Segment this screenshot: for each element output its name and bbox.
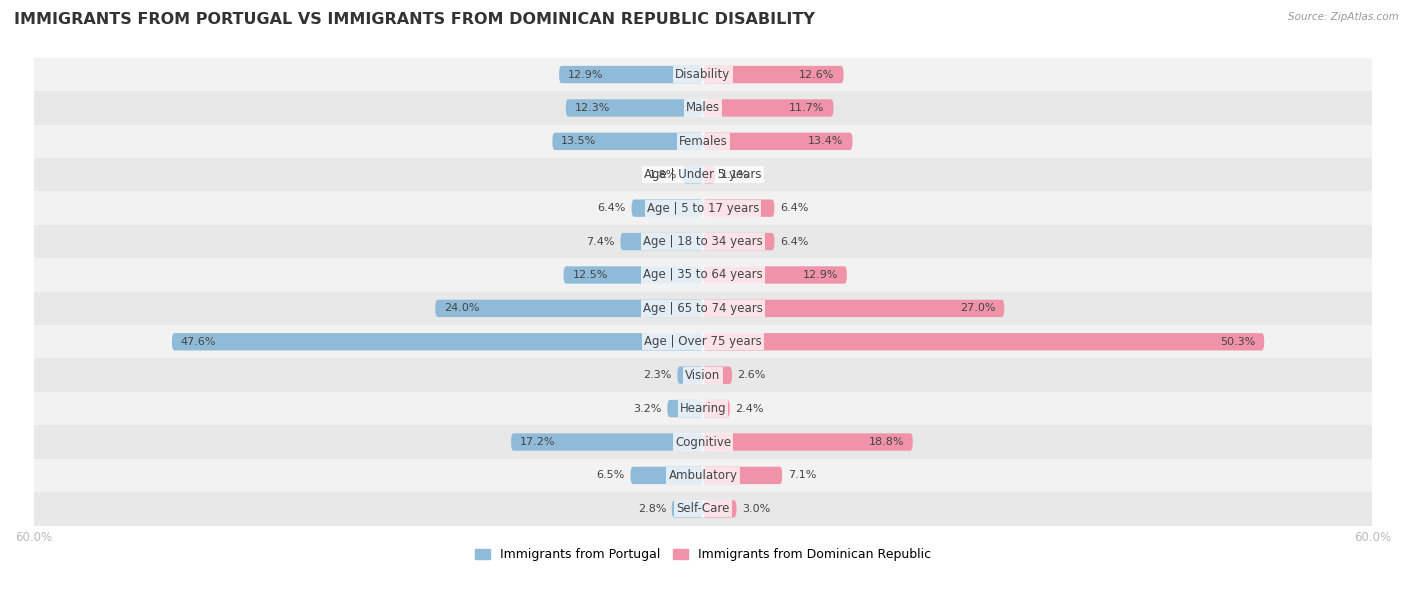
- Text: 47.6%: 47.6%: [181, 337, 217, 347]
- Text: 6.4%: 6.4%: [780, 237, 808, 247]
- FancyBboxPatch shape: [630, 467, 703, 484]
- Bar: [34, 325, 1372, 359]
- Text: 13.5%: 13.5%: [561, 136, 596, 146]
- Text: 50.3%: 50.3%: [1220, 337, 1256, 347]
- FancyBboxPatch shape: [553, 133, 703, 150]
- Bar: [34, 125, 1372, 158]
- FancyBboxPatch shape: [560, 66, 703, 83]
- FancyBboxPatch shape: [703, 467, 782, 484]
- Text: Source: ZipAtlas.com: Source: ZipAtlas.com: [1288, 12, 1399, 22]
- Bar: [34, 192, 1372, 225]
- Text: Age | 35 to 64 years: Age | 35 to 64 years: [643, 269, 763, 282]
- Bar: [34, 58, 1372, 91]
- Text: Age | 18 to 34 years: Age | 18 to 34 years: [643, 235, 763, 248]
- Text: 12.5%: 12.5%: [572, 270, 607, 280]
- Bar: [34, 258, 1372, 292]
- Text: 3.2%: 3.2%: [633, 403, 662, 414]
- Bar: [34, 225, 1372, 258]
- Text: Ambulatory: Ambulatory: [668, 469, 738, 482]
- Text: Vision: Vision: [685, 368, 721, 382]
- Text: 24.0%: 24.0%: [444, 304, 479, 313]
- Text: Males: Males: [686, 102, 720, 114]
- Bar: [34, 392, 1372, 425]
- Text: 6.4%: 6.4%: [598, 203, 626, 213]
- FancyBboxPatch shape: [678, 367, 703, 384]
- FancyBboxPatch shape: [703, 300, 1004, 317]
- FancyBboxPatch shape: [172, 333, 703, 351]
- Text: Age | 65 to 74 years: Age | 65 to 74 years: [643, 302, 763, 315]
- Text: Age | Under 5 years: Age | Under 5 years: [644, 168, 762, 181]
- Text: 7.1%: 7.1%: [787, 471, 815, 480]
- Text: 17.2%: 17.2%: [520, 437, 555, 447]
- Text: 27.0%: 27.0%: [960, 304, 995, 313]
- FancyBboxPatch shape: [703, 367, 733, 384]
- FancyBboxPatch shape: [620, 233, 703, 250]
- FancyBboxPatch shape: [703, 266, 846, 284]
- FancyBboxPatch shape: [703, 133, 852, 150]
- Text: 11.7%: 11.7%: [789, 103, 824, 113]
- FancyBboxPatch shape: [703, 433, 912, 450]
- Text: 2.8%: 2.8%: [638, 504, 666, 514]
- Bar: [34, 425, 1372, 459]
- Text: Age | Over 75 years: Age | Over 75 years: [644, 335, 762, 348]
- Bar: [34, 91, 1372, 125]
- FancyBboxPatch shape: [631, 200, 703, 217]
- FancyBboxPatch shape: [703, 333, 1264, 351]
- FancyBboxPatch shape: [703, 200, 775, 217]
- Text: 12.6%: 12.6%: [799, 70, 835, 80]
- FancyBboxPatch shape: [672, 500, 703, 518]
- Text: Self-Care: Self-Care: [676, 502, 730, 515]
- Bar: [34, 292, 1372, 325]
- Bar: [34, 492, 1372, 526]
- FancyBboxPatch shape: [703, 99, 834, 117]
- Text: Cognitive: Cognitive: [675, 436, 731, 449]
- Text: Age | 5 to 17 years: Age | 5 to 17 years: [647, 202, 759, 215]
- FancyBboxPatch shape: [512, 433, 703, 450]
- Text: 12.9%: 12.9%: [568, 70, 603, 80]
- Text: 6.4%: 6.4%: [780, 203, 808, 213]
- Text: 12.9%: 12.9%: [803, 270, 838, 280]
- Text: 3.0%: 3.0%: [742, 504, 770, 514]
- Text: 2.6%: 2.6%: [738, 370, 766, 380]
- Text: 2.3%: 2.3%: [644, 370, 672, 380]
- Bar: [34, 359, 1372, 392]
- FancyBboxPatch shape: [436, 300, 703, 317]
- FancyBboxPatch shape: [703, 400, 730, 417]
- FancyBboxPatch shape: [565, 99, 703, 117]
- FancyBboxPatch shape: [703, 233, 775, 250]
- FancyBboxPatch shape: [683, 166, 703, 184]
- Text: Hearing: Hearing: [679, 402, 727, 415]
- Text: 1.8%: 1.8%: [650, 170, 678, 180]
- Bar: [34, 459, 1372, 492]
- Legend: Immigrants from Portugal, Immigrants from Dominican Republic: Immigrants from Portugal, Immigrants fro…: [470, 543, 936, 566]
- Text: 1.1%: 1.1%: [721, 170, 749, 180]
- Text: 18.8%: 18.8%: [869, 437, 904, 447]
- FancyBboxPatch shape: [703, 66, 844, 83]
- FancyBboxPatch shape: [703, 166, 716, 184]
- Text: IMMIGRANTS FROM PORTUGAL VS IMMIGRANTS FROM DOMINICAN REPUBLIC DISABILITY: IMMIGRANTS FROM PORTUGAL VS IMMIGRANTS F…: [14, 12, 815, 28]
- Text: 12.3%: 12.3%: [575, 103, 610, 113]
- FancyBboxPatch shape: [703, 500, 737, 518]
- Text: 6.5%: 6.5%: [596, 471, 624, 480]
- Text: 13.4%: 13.4%: [808, 136, 844, 146]
- FancyBboxPatch shape: [564, 266, 703, 284]
- Text: 2.4%: 2.4%: [735, 403, 763, 414]
- Text: 7.4%: 7.4%: [586, 237, 614, 247]
- FancyBboxPatch shape: [668, 400, 703, 417]
- Bar: [34, 158, 1372, 192]
- Text: Disability: Disability: [675, 68, 731, 81]
- Text: Females: Females: [679, 135, 727, 148]
